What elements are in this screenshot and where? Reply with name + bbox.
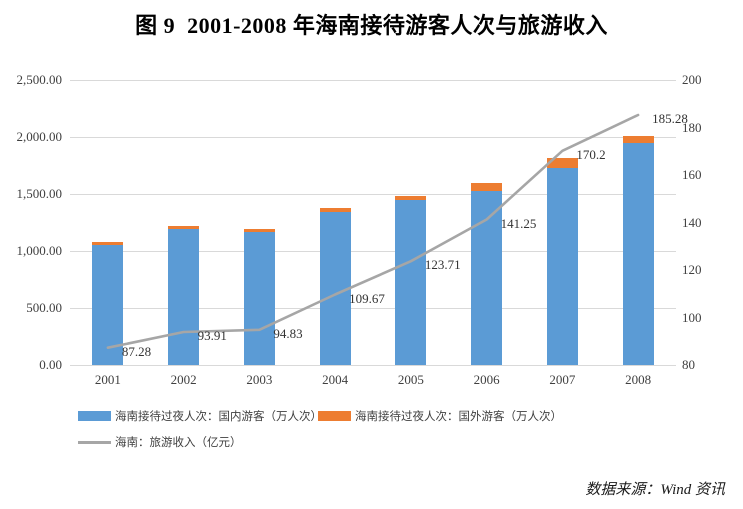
bar-foreign-2008: [622, 135, 654, 144]
x-axis-year-label: 2002: [170, 372, 197, 387]
revenue-point-label-2006: 141.25: [500, 215, 537, 231]
revenue-line-swatch-icon: [78, 440, 111, 444]
gridline: [70, 137, 676, 138]
revenue-point-label-2001: 87.28: [121, 343, 152, 359]
gridline: [70, 365, 676, 366]
left-axis-tick-label: 2,500.00: [16, 72, 63, 87]
legend-item-domestic: 海南接待过夜人次：国内游客（万人次）: [78, 408, 322, 424]
right-axis-tick-label: 200: [682, 72, 702, 87]
gridline: [70, 194, 676, 195]
gridline: [70, 308, 676, 309]
x-axis-year-label: 2006: [473, 372, 500, 387]
right-axis-tick-label: 120: [682, 262, 702, 277]
legend-label-domestic: 海南接待过夜人次：国内游客（万人次）: [115, 411, 322, 423]
left-axis-tick-label: 500.00: [26, 300, 62, 315]
x-axis-year-label: 2003: [246, 372, 273, 387]
legend-label-foreign: 海南接待过夜人次：国外游客（万人次）: [355, 411, 562, 423]
revenue-point-label-2004: 109.67: [349, 290, 385, 306]
legend-item-foreign: 海南接待过夜人次：国外游客（万人次）: [318, 408, 562, 424]
gridline: [70, 80, 676, 81]
chart-title: 图 9 2001-2008 年海南接待游客人次与旅游收入: [135, 13, 608, 38]
right-axis-tick-label: 160: [682, 167, 702, 182]
right-axis-tick-label: 80: [682, 357, 695, 372]
revenue-point-label-2003: 94.83: [273, 325, 303, 341]
bar-domestic-2005: [395, 200, 427, 365]
x-axis-year-label: 2007: [549, 372, 576, 387]
bar-domestic-2007: [546, 167, 578, 365]
left-axis-tick-label: 1,000.00: [16, 243, 63, 258]
bar-foreign-2007: [546, 158, 578, 168]
bar-domestic-2004: [319, 211, 351, 365]
bar-foreign-2005: [395, 195, 427, 201]
legend-label-revenue: 海南：旅游收入（亿元）: [115, 437, 242, 449]
left-axis-tick-label: 0.00: [39, 357, 62, 372]
data-source-note: 数据来源：Wind 资讯: [585, 482, 725, 498]
bar-domestic-2008: [622, 143, 654, 365]
domestic-bar-swatch-icon: [78, 411, 111, 421]
x-axis-year-label: 2005: [397, 372, 424, 387]
right-axis-tick-label: 180: [682, 119, 702, 135]
x-axis-year-label: 2004: [322, 372, 349, 387]
right-axis-tick-label: 140: [682, 214, 702, 230]
bar-foreign-2004: [319, 208, 351, 212]
bar-domestic-2002: [168, 229, 200, 365]
bar-domestic-2003: [243, 232, 275, 365]
revenue-line: [106, 113, 640, 350]
bar-foreign-2006: [471, 183, 503, 192]
legend-item-revenue: 海南：旅游收入（亿元）: [78, 434, 242, 450]
gridline: [70, 251, 676, 252]
left-axis-tick-label: 2,000.00: [16, 129, 63, 144]
x-axis-year-label: 2008: [625, 372, 652, 387]
bar-foreign-2001: [92, 241, 124, 245]
left-axis-tick-label: 1,500.00: [16, 186, 63, 201]
revenue-point-label-2002: 93.91: [197, 327, 227, 343]
right-axis-tick-label: 100: [682, 309, 702, 325]
revenue-point-label-2007: 170.2: [576, 146, 606, 162]
x-axis-year-label: 2001: [94, 372, 121, 387]
revenue-point-label-2008: 185.28: [652, 110, 688, 126]
bar-foreign-2002: [168, 225, 200, 230]
foreign-bar-swatch-icon: [318, 411, 351, 421]
revenue-point-label-2005: 123.71: [424, 257, 461, 273]
bar-foreign-2003: [243, 228, 275, 233]
